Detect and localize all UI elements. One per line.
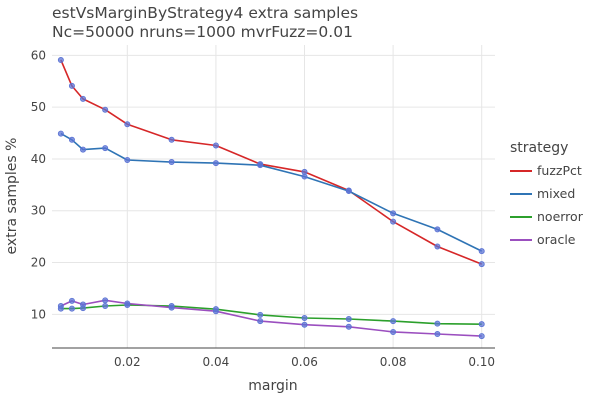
data-point-noerror: [434, 320, 441, 327]
data-point-fuzzPct: [168, 136, 175, 143]
data-point-mixed: [57, 130, 64, 137]
chart-subtitle: Nc=50000 nruns=1000 mvrFuzz=0.01: [52, 23, 353, 41]
data-point-fuzzPct: [68, 82, 75, 89]
chart-title: estVsMarginByStrategy4 extra samples: [52, 4, 358, 22]
data-point-fuzzPct: [478, 261, 485, 268]
x-tick-label: 0.08: [380, 355, 407, 369]
data-point-noerror: [257, 311, 264, 318]
legend: strategy fuzzPct mixed noerror oracle: [510, 140, 584, 247]
legend-label-mixed: mixed: [537, 186, 575, 201]
data-point-oracle: [434, 331, 441, 338]
data-point-oracle: [301, 321, 308, 328]
data-point-noerror: [301, 314, 308, 321]
y-tick-label: 50: [31, 100, 46, 114]
x-tick-label: 0.02: [114, 355, 141, 369]
y-tick-label: 10: [31, 307, 46, 321]
data-point-oracle: [257, 318, 264, 325]
data-point-mixed: [80, 146, 87, 153]
y-tick-label: 20: [31, 256, 46, 270]
legend-label-fuzzPct: fuzzPct: [537, 163, 582, 178]
data-point-fuzzPct: [212, 142, 219, 149]
data-point-fuzzPct: [80, 95, 87, 102]
axes: 0.02 0.04 0.06 0.08 0.10 10 20 30 40 50 60: [31, 48, 495, 369]
legend-label-noerror: noerror: [537, 209, 584, 224]
data-point-noerror: [390, 318, 397, 325]
data-point-fuzzPct: [124, 121, 131, 128]
data-point-oracle: [345, 323, 352, 330]
data-point-noerror: [102, 303, 109, 310]
data-point-noerror: [478, 321, 485, 328]
series-line-fuzzPct: [60, 59, 482, 265]
y-tick-label: 30: [31, 204, 46, 218]
data-point-mixed: [345, 188, 352, 195]
data-point-oracle: [124, 300, 131, 307]
series-markers: [57, 57, 485, 340]
data-point-oracle: [478, 333, 485, 340]
y-tick-label: 40: [31, 152, 46, 166]
grid-lines: [52, 45, 495, 348]
x-tick-label: 0.06: [291, 355, 318, 369]
data-point-oracle: [102, 297, 109, 304]
series-line-mixed: [60, 132, 483, 252]
data-point-mixed: [168, 159, 175, 166]
data-point-fuzzPct: [390, 218, 397, 225]
x-tick-label: 0.04: [203, 355, 230, 369]
data-point-mixed: [478, 248, 485, 255]
data-point-fuzzPct: [102, 106, 109, 113]
data-point-noerror: [68, 305, 75, 312]
legend-label-oracle: oracle: [537, 232, 576, 247]
x-tick-label: 0.10: [468, 355, 495, 369]
data-point-mixed: [301, 173, 308, 180]
data-point-oracle: [80, 301, 87, 308]
data-point-mixed: [212, 160, 219, 167]
legend-title: strategy: [510, 140, 568, 156]
data-point-oracle: [390, 328, 397, 335]
data-point-mixed: [434, 226, 441, 233]
series-lines: [60, 59, 483, 337]
data-point-oracle: [68, 297, 75, 304]
y-axis-title: extra samples %: [4, 138, 20, 255]
data-point-fuzzPct: [434, 243, 441, 250]
data-point-mixed: [257, 162, 264, 169]
data-point-oracle: [212, 308, 219, 315]
data-point-mixed: [390, 210, 397, 217]
data-point-mixed: [68, 136, 75, 143]
data-point-oracle: [168, 304, 175, 311]
data-point-mixed: [102, 145, 109, 152]
data-point-noerror: [345, 315, 352, 322]
data-point-fuzzPct: [57, 57, 64, 64]
x-axis-title: margin: [248, 378, 297, 394]
data-point-mixed: [124, 156, 131, 163]
data-point-oracle: [57, 303, 64, 310]
y-tick-label: 60: [31, 48, 46, 62]
